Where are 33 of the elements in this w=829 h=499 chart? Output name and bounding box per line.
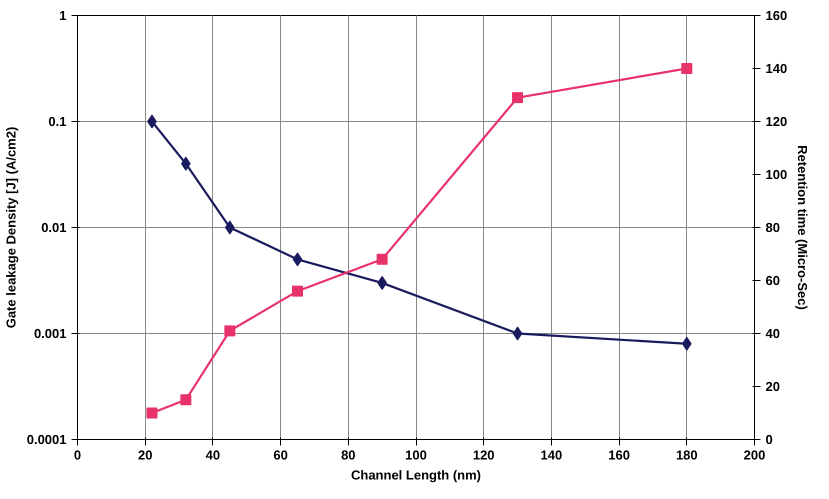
x-axis-title: Channel Length (nm)	[351, 468, 482, 482]
y2-axis-title: Retention time (Micro-Sec)	[795, 145, 810, 310]
y2-tick-label: 160	[766, 8, 788, 23]
x-tick-label: 140	[540, 448, 562, 462]
y2-tick-label: 20	[766, 379, 780, 394]
y2-tick-label: 0	[766, 432, 773, 447]
y-tick-label: 0.01	[41, 220, 67, 235]
y2-tick-label: 40	[766, 326, 780, 341]
y-tick-label: 0.001	[34, 326, 67, 341]
x-tick-label: 180	[676, 448, 698, 462]
y-axis-title: Gate leakage Density [J] (A/cm2)	[4, 126, 19, 328]
x-tick-label: 80	[341, 448, 356, 462]
y2-tick-label: 80	[766, 220, 780, 235]
x-tick-label: 60	[273, 448, 288, 462]
x-tick-label: 100	[405, 448, 427, 462]
y2-tick-label: 100	[766, 167, 788, 182]
point	[147, 114, 157, 128]
y2-tick-label: 140	[766, 61, 788, 76]
y2-tick-label: 120	[766, 114, 788, 129]
point	[224, 220, 235, 234]
point	[180, 156, 191, 171]
x-tick-label: 120	[472, 448, 495, 462]
point	[682, 336, 692, 351]
y-tick-label: 1	[59, 8, 67, 23]
y-tick-label: 0.0001	[26, 432, 67, 447]
x-tick-label: 200	[744, 448, 766, 462]
x-tick-label: 40	[206, 448, 220, 462]
x-tick-label: 20	[138, 448, 152, 462]
x-tick-label: 160	[608, 448, 630, 462]
y2-tick-label: 60	[766, 273, 780, 288]
x-tick-label: 0	[74, 448, 82, 462]
y-tick-label: 0.1	[48, 114, 67, 129]
point	[512, 326, 522, 340]
